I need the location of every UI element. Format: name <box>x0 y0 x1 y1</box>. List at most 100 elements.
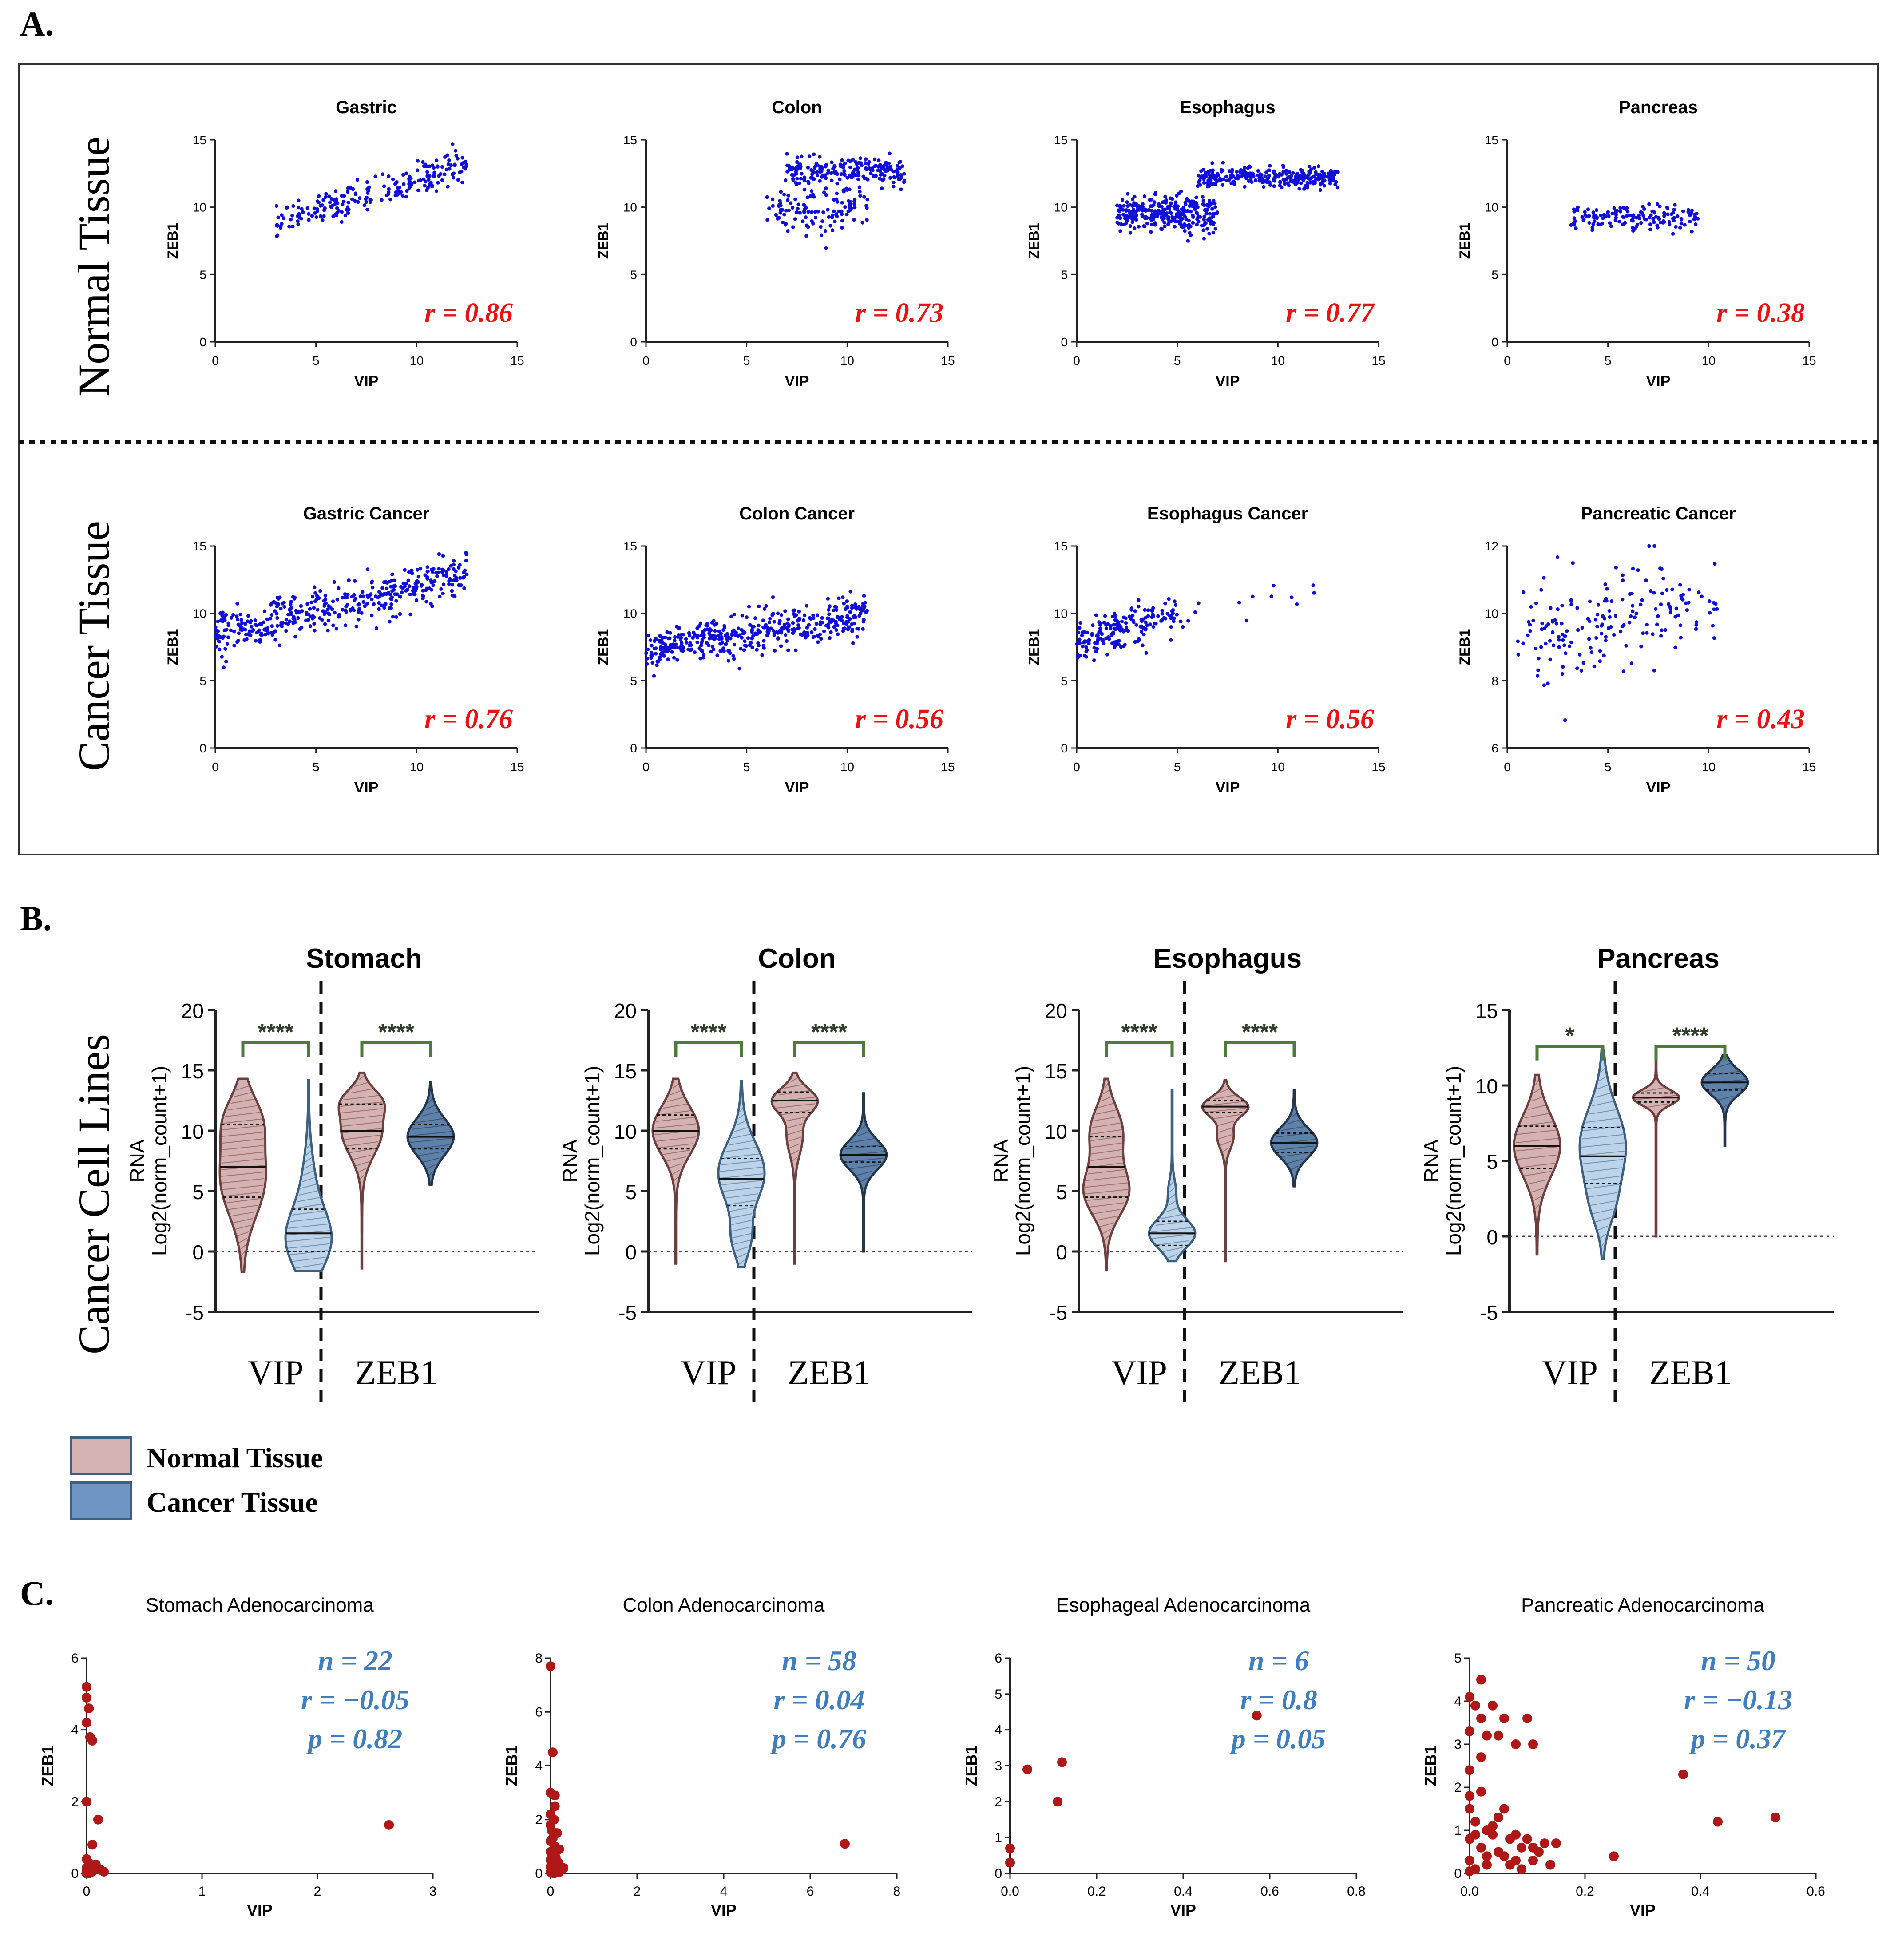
data-point <box>1220 183 1224 187</box>
data-point <box>417 178 421 183</box>
data-point <box>1598 649 1602 653</box>
data-point <box>783 223 788 227</box>
data-point <box>1091 623 1095 627</box>
data-point <box>546 1825 556 1835</box>
significance-label: **** <box>1242 1019 1278 1045</box>
data-point <box>1181 625 1185 629</box>
data-point <box>1297 187 1301 191</box>
data-point <box>1476 1713 1486 1723</box>
data-point <box>822 190 826 194</box>
data-point <box>387 174 391 178</box>
data-point <box>301 210 305 214</box>
data-point <box>778 198 782 203</box>
stat-label: p = 0.37 <box>1689 1723 1787 1754</box>
y-tick-label: 20 <box>1045 999 1067 1022</box>
data-point <box>824 186 828 190</box>
data-point <box>447 158 451 162</box>
data-point <box>314 598 319 602</box>
data-point <box>1193 201 1197 206</box>
x-tick-label: 10 <box>840 760 854 774</box>
x-tick-label: 8 <box>893 1884 901 1899</box>
data-point <box>1235 170 1239 174</box>
violin-hatch <box>1169 1194 1176 1200</box>
data-point <box>767 620 772 624</box>
violin-hatch <box>294 1263 323 1269</box>
data-point <box>731 654 735 658</box>
data-point <box>1151 625 1155 629</box>
data-point <box>848 159 852 163</box>
data-point <box>1561 665 1565 669</box>
data-point <box>856 177 860 182</box>
x-tick-label: 5 <box>1605 760 1612 774</box>
data-point <box>1575 666 1579 670</box>
data-point <box>235 640 239 644</box>
data-point <box>692 630 696 635</box>
violin-hatch <box>288 1223 329 1229</box>
data-point <box>279 224 283 229</box>
violin-hatch <box>1597 1084 1609 1090</box>
violin-hatch <box>289 1250 329 1255</box>
x-tick-label: 10 <box>410 760 424 774</box>
data-point <box>355 178 360 182</box>
chart-title: Colon Cancer <box>739 504 855 523</box>
data-point <box>1482 1860 1492 1870</box>
data-point <box>869 171 873 175</box>
data-point <box>313 585 317 589</box>
data-point <box>365 195 369 200</box>
data-point <box>225 642 230 646</box>
y-tick-label: 5 <box>1061 674 1068 688</box>
data-point <box>1111 630 1115 634</box>
data-point <box>1133 226 1137 230</box>
data-point <box>253 618 257 622</box>
data-point <box>421 596 425 601</box>
y-tick-label: 0 <box>625 1241 637 1264</box>
data-point <box>1614 216 1618 220</box>
data-point <box>216 619 220 624</box>
data-point <box>745 615 749 619</box>
data-point <box>787 164 791 168</box>
y-tick-label: 2 <box>1454 1780 1462 1795</box>
data-point <box>441 582 446 586</box>
group-label-vip: VIP <box>1111 1353 1167 1392</box>
data-point <box>874 174 878 178</box>
data-point <box>289 612 293 617</box>
y-tick-label: 5 <box>1454 1651 1462 1666</box>
violin-hatch <box>1517 1154 1557 1160</box>
data-point <box>1631 229 1635 233</box>
data-point <box>872 157 877 162</box>
data-point <box>1124 214 1129 218</box>
x-tick-label: 15 <box>1371 354 1385 368</box>
data-point <box>1608 221 1612 225</box>
data-point <box>779 190 783 194</box>
data-point <box>415 579 419 583</box>
data-point <box>1197 601 1201 605</box>
data-point <box>275 624 279 628</box>
violin-hatch <box>221 1171 265 1177</box>
data-point <box>235 614 239 618</box>
data-point <box>1175 194 1179 198</box>
data-point <box>827 215 831 219</box>
violin-hatch <box>790 1150 800 1155</box>
violin-hatch <box>354 1161 369 1167</box>
data-point <box>358 594 363 598</box>
data-point <box>1157 212 1161 216</box>
data-point <box>702 633 706 637</box>
data-point <box>1640 598 1644 602</box>
data-point <box>1470 1700 1480 1711</box>
data-point <box>454 154 458 158</box>
data-point <box>805 626 809 630</box>
data-point <box>390 572 394 576</box>
violin-hatch <box>428 1098 433 1103</box>
data-point <box>762 626 766 630</box>
data-point <box>794 210 799 214</box>
data-point <box>1095 647 1099 651</box>
data-point <box>845 188 849 192</box>
data-point <box>427 164 432 168</box>
data-point <box>1212 198 1216 203</box>
y-tick-label: 0 <box>995 1866 1002 1881</box>
data-point <box>1265 180 1270 184</box>
data-point <box>441 554 445 558</box>
correlation-label: r = 0.86 <box>424 298 513 328</box>
data-point <box>382 184 386 188</box>
